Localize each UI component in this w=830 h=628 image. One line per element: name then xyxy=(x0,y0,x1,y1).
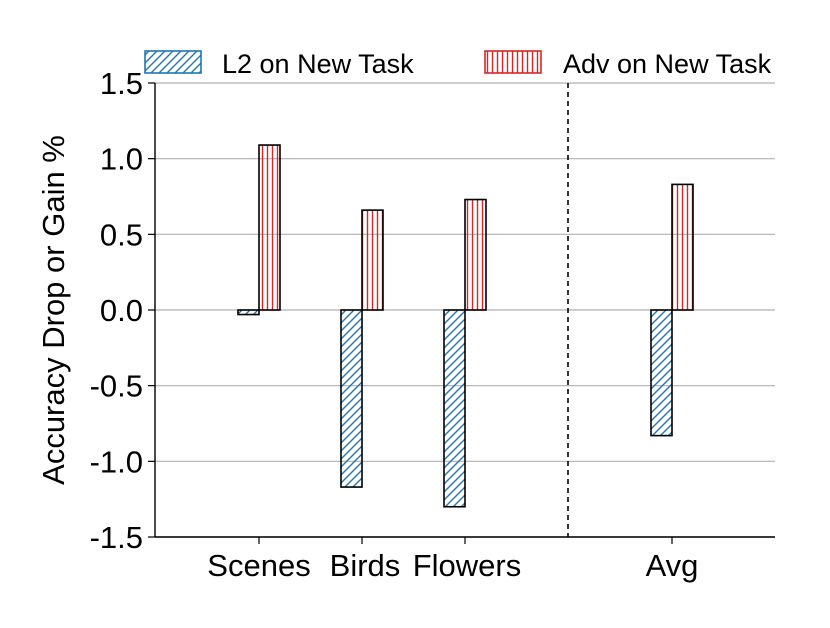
y-tick-label: 1.5 xyxy=(100,66,143,101)
y-tick-label: -1.0 xyxy=(90,444,143,479)
bar-adv-scenes xyxy=(258,144,281,311)
y-tick-label: -1.5 xyxy=(90,520,143,555)
x-tick-label: Birds xyxy=(330,548,401,583)
x-tick-label: Avg xyxy=(646,548,699,583)
bar-adv-flowers xyxy=(464,198,487,311)
legend-label: Adv on New Task xyxy=(563,49,772,79)
y-tick-label: 0.0 xyxy=(100,293,143,328)
bar-l2-avg xyxy=(650,309,673,437)
x-tick-label: Scenes xyxy=(207,548,310,583)
y-tick-label: 0.5 xyxy=(100,217,143,252)
bar-l2-flowers xyxy=(443,309,466,508)
bar-l2-birds xyxy=(340,309,363,488)
bar-l2-scenes xyxy=(237,309,260,316)
legend-swatch xyxy=(484,50,542,74)
y-tick-label: -0.5 xyxy=(90,369,143,404)
axes: -1.5 -1.0 -0.5 0.0 0.5 1.0 1.5 Scenes Birds Flowe… xyxy=(36,66,775,583)
x-tick-label: Flowers xyxy=(413,548,522,583)
bar-adv-birds xyxy=(361,209,384,311)
y-axis-label: Accuracy Drop or Gain % xyxy=(36,135,71,485)
legend-label: L2 on New Task xyxy=(222,49,414,79)
y-tick-label: 1.0 xyxy=(100,142,143,177)
legend: L2 on New Task Adv on New Task xyxy=(144,49,772,79)
legend-swatch xyxy=(144,50,202,74)
bars xyxy=(237,144,694,508)
bar-adv-avg xyxy=(671,183,694,311)
